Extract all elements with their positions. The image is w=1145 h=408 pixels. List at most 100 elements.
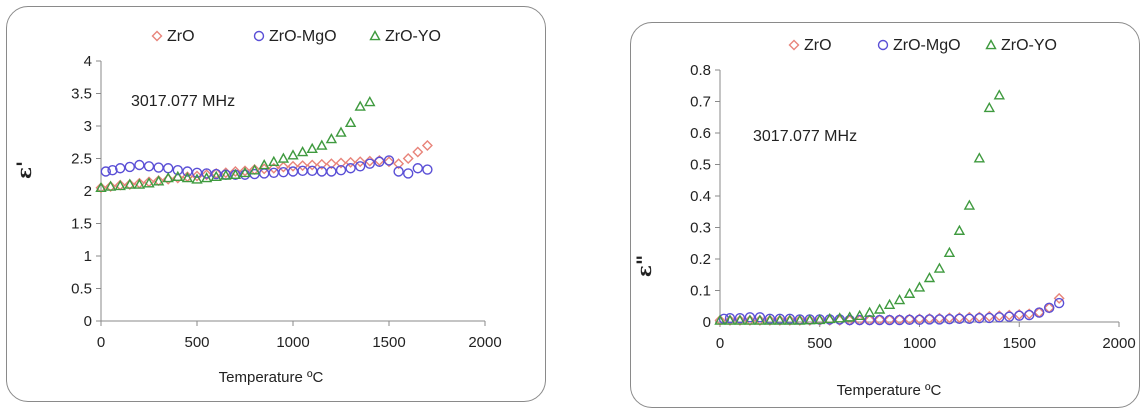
data-point-zro-mgo <box>994 312 1005 323</box>
y-tick-label: 2.5 <box>71 151 92 168</box>
frequency-annotation: 3017.077 MHz <box>753 128 857 145</box>
data-point-zro <box>724 314 736 326</box>
data-point-zro-yo <box>143 177 155 188</box>
data-point-zro <box>306 159 318 171</box>
data-point-zro-yo <box>229 168 242 180</box>
data-point-zro-yo <box>181 172 194 183</box>
legend-marker <box>369 30 381 41</box>
data-point-zro-mgo <box>724 313 736 324</box>
data-point-zro-yo <box>834 312 846 323</box>
data-point-zro-yo <box>325 133 338 144</box>
data-point-zro <box>393 158 405 170</box>
data-point-zro-mgo <box>307 165 318 177</box>
data-point-zro <box>191 170 203 182</box>
data-point-zro-mgo <box>1043 302 1055 314</box>
data-point-zro-yo <box>993 89 1005 100</box>
x-tick-label: 0 <box>716 335 724 352</box>
data-point-zro-mgo <box>754 312 766 323</box>
data-point-zro-mgo <box>107 164 118 176</box>
data-point-zro-mgo <box>383 155 395 166</box>
data-point-zro-mgo <box>1014 310 1025 321</box>
data-point-zro-mgo <box>364 158 375 169</box>
data-point-zro-mgo <box>934 314 945 325</box>
data-point-zro <box>402 153 414 164</box>
data-point-zro-yo <box>114 179 126 191</box>
y-tick-label: 0.4 <box>690 188 711 205</box>
data-point-zro-yo <box>287 149 299 160</box>
legend-label: ZrO-MgO <box>893 37 961 54</box>
data-point-zro <box>287 160 299 172</box>
data-point-zro-yo <box>953 224 966 235</box>
data-point-zro-yo <box>863 306 876 317</box>
data-point-zro-yo <box>883 298 896 309</box>
data-point-zro <box>714 314 726 326</box>
data-point-zro-mgo <box>134 159 145 171</box>
data-point-zro-yo <box>873 303 886 314</box>
data-point-zro-mgo <box>864 314 875 326</box>
data-point-zro-mgo <box>393 166 404 177</box>
data-point-zro <box>258 163 270 175</box>
x-tick-label: 2000 <box>1102 335 1135 352</box>
legend-marker <box>877 39 889 51</box>
data-point-zro-mgo <box>143 161 155 172</box>
data-point-zro-yo <box>162 172 174 183</box>
data-point-zro-yo <box>774 314 786 325</box>
data-point-zro-yo <box>943 246 956 258</box>
data-point-zro-yo <box>364 96 376 107</box>
data-point-zro <box>325 158 337 170</box>
data-point-zro-yo <box>843 311 856 322</box>
data-point-zro-yo <box>104 180 117 191</box>
data-point-zro-yo <box>853 309 866 320</box>
data-point-zro-yo <box>200 172 213 183</box>
data-point-zro-mgo <box>924 314 935 325</box>
data-point-zro-mgo <box>403 168 414 179</box>
data-point-zro-yo <box>734 314 746 325</box>
y-tick-label: 0.6 <box>690 125 711 142</box>
legend-label: ZrO <box>167 28 195 45</box>
data-point-zro-yo <box>933 262 946 273</box>
data-point-zro <box>268 162 280 174</box>
y-tick-label: 4 <box>84 53 92 70</box>
data-point-zro-yo <box>191 173 203 184</box>
x-tick-label: 1000 <box>903 335 936 352</box>
data-point-zro <box>784 314 796 326</box>
y-tick-label: 3 <box>84 118 92 135</box>
data-point-zro-mgo <box>884 314 895 326</box>
data-point-zro <box>383 156 395 168</box>
data-point-zro-mgo <box>172 164 184 176</box>
data-point-zro-yo <box>983 101 996 113</box>
data-point-zro-mgo <box>422 164 433 175</box>
x-tick-label: 1000 <box>276 334 309 351</box>
legend-label: ZrO-MgO <box>269 28 337 45</box>
data-point-zro <box>105 180 117 192</box>
data-point-zro-yo <box>316 139 328 150</box>
legend-label: ZrO <box>804 37 832 54</box>
chart-panel-permittivity-imaginary: 0 0.1 0.2 0.3 0.4 0.5 0.6 0.7 0.8 0 500 1000 1500 200… <box>630 22 1140 408</box>
legend-marker <box>788 39 800 51</box>
data-point-zro-yo <box>296 146 309 157</box>
data-point-zro-mgo <box>984 312 995 324</box>
data-point-zro-yo <box>258 159 270 170</box>
y-tick-label: 0 <box>703 314 711 331</box>
data-point-zro <box>734 314 746 326</box>
data-point-zro-mgo <box>964 313 975 325</box>
data-point-zro-mgo <box>894 314 905 326</box>
data-point-zro-mgo <box>374 156 385 167</box>
chart-imaginary-part: 0 0.1 0.2 0.3 0.4 0.5 0.6 0.7 0.8 0 500 1000 1500 200… <box>632 37 1136 399</box>
data-point-zro-yo <box>152 175 165 186</box>
x-axis-title: Temperature ºC <box>219 369 324 386</box>
x-axis-title: Temperature ºC <box>837 382 942 399</box>
data-point-zro-yo <box>784 314 796 325</box>
chart-real-part: 0 0.5 1 1.5 2 2.5 3 3.5 4 0 500 1000 1500 2000 Tempera… <box>12 28 502 386</box>
data-point-zro-yo <box>724 314 736 325</box>
chart-panel-permittivity-real: 0 0.5 1 1.5 2 2.5 3 3.5 4 0 500 1000 1500 2000 Tempera… <box>6 6 546 402</box>
y-tick-label: 0 <box>84 313 92 330</box>
data-point-zro-mgo <box>182 166 193 177</box>
x-tick-label: 2000 <box>468 334 501 351</box>
data-point-zro-yo <box>764 314 776 325</box>
data-point-zro-yo <box>133 178 146 189</box>
legend-marker <box>985 39 997 50</box>
legend-marker <box>253 30 265 42</box>
data-point-zro-mgo <box>744 312 756 323</box>
y-axis-title: ε" <box>632 255 656 278</box>
